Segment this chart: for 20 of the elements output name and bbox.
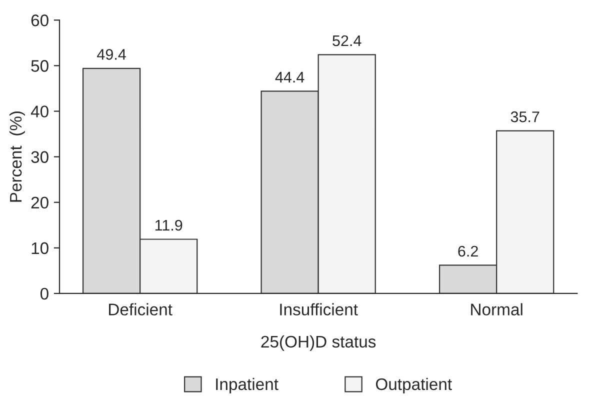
y-tick-label: 0 (40, 288, 48, 300)
y-tick-label: 60 (31, 14, 48, 26)
data-label: 52.4 (332, 35, 362, 46)
legend-label: Inpatient (216, 378, 278, 394)
legend-label: Outpatient (376, 378, 452, 394)
x-tick-label: Normal (471, 303, 522, 316)
y-axis-title: Percent (%) (9, 112, 25, 202)
y-tick-label: 10 (32, 242, 48, 254)
x-tick-label: Deficient (109, 303, 172, 316)
y-tick-label: 50 (31, 60, 48, 72)
data-label: 44.4 (275, 72, 304, 82)
data-label: 11.9 (155, 220, 182, 231)
y-tick-label: 40 (30, 106, 48, 118)
y-tick-label: 30 (31, 151, 48, 163)
data-label: 49.4 (97, 49, 126, 60)
x-tick-label: Insufficient (280, 303, 358, 316)
x-axis-title: 25(OH)D status (261, 335, 376, 351)
data-label: 35.7 (510, 111, 540, 122)
data-label: 6.2 (458, 246, 478, 257)
y-tick-label: 20 (31, 196, 48, 209)
